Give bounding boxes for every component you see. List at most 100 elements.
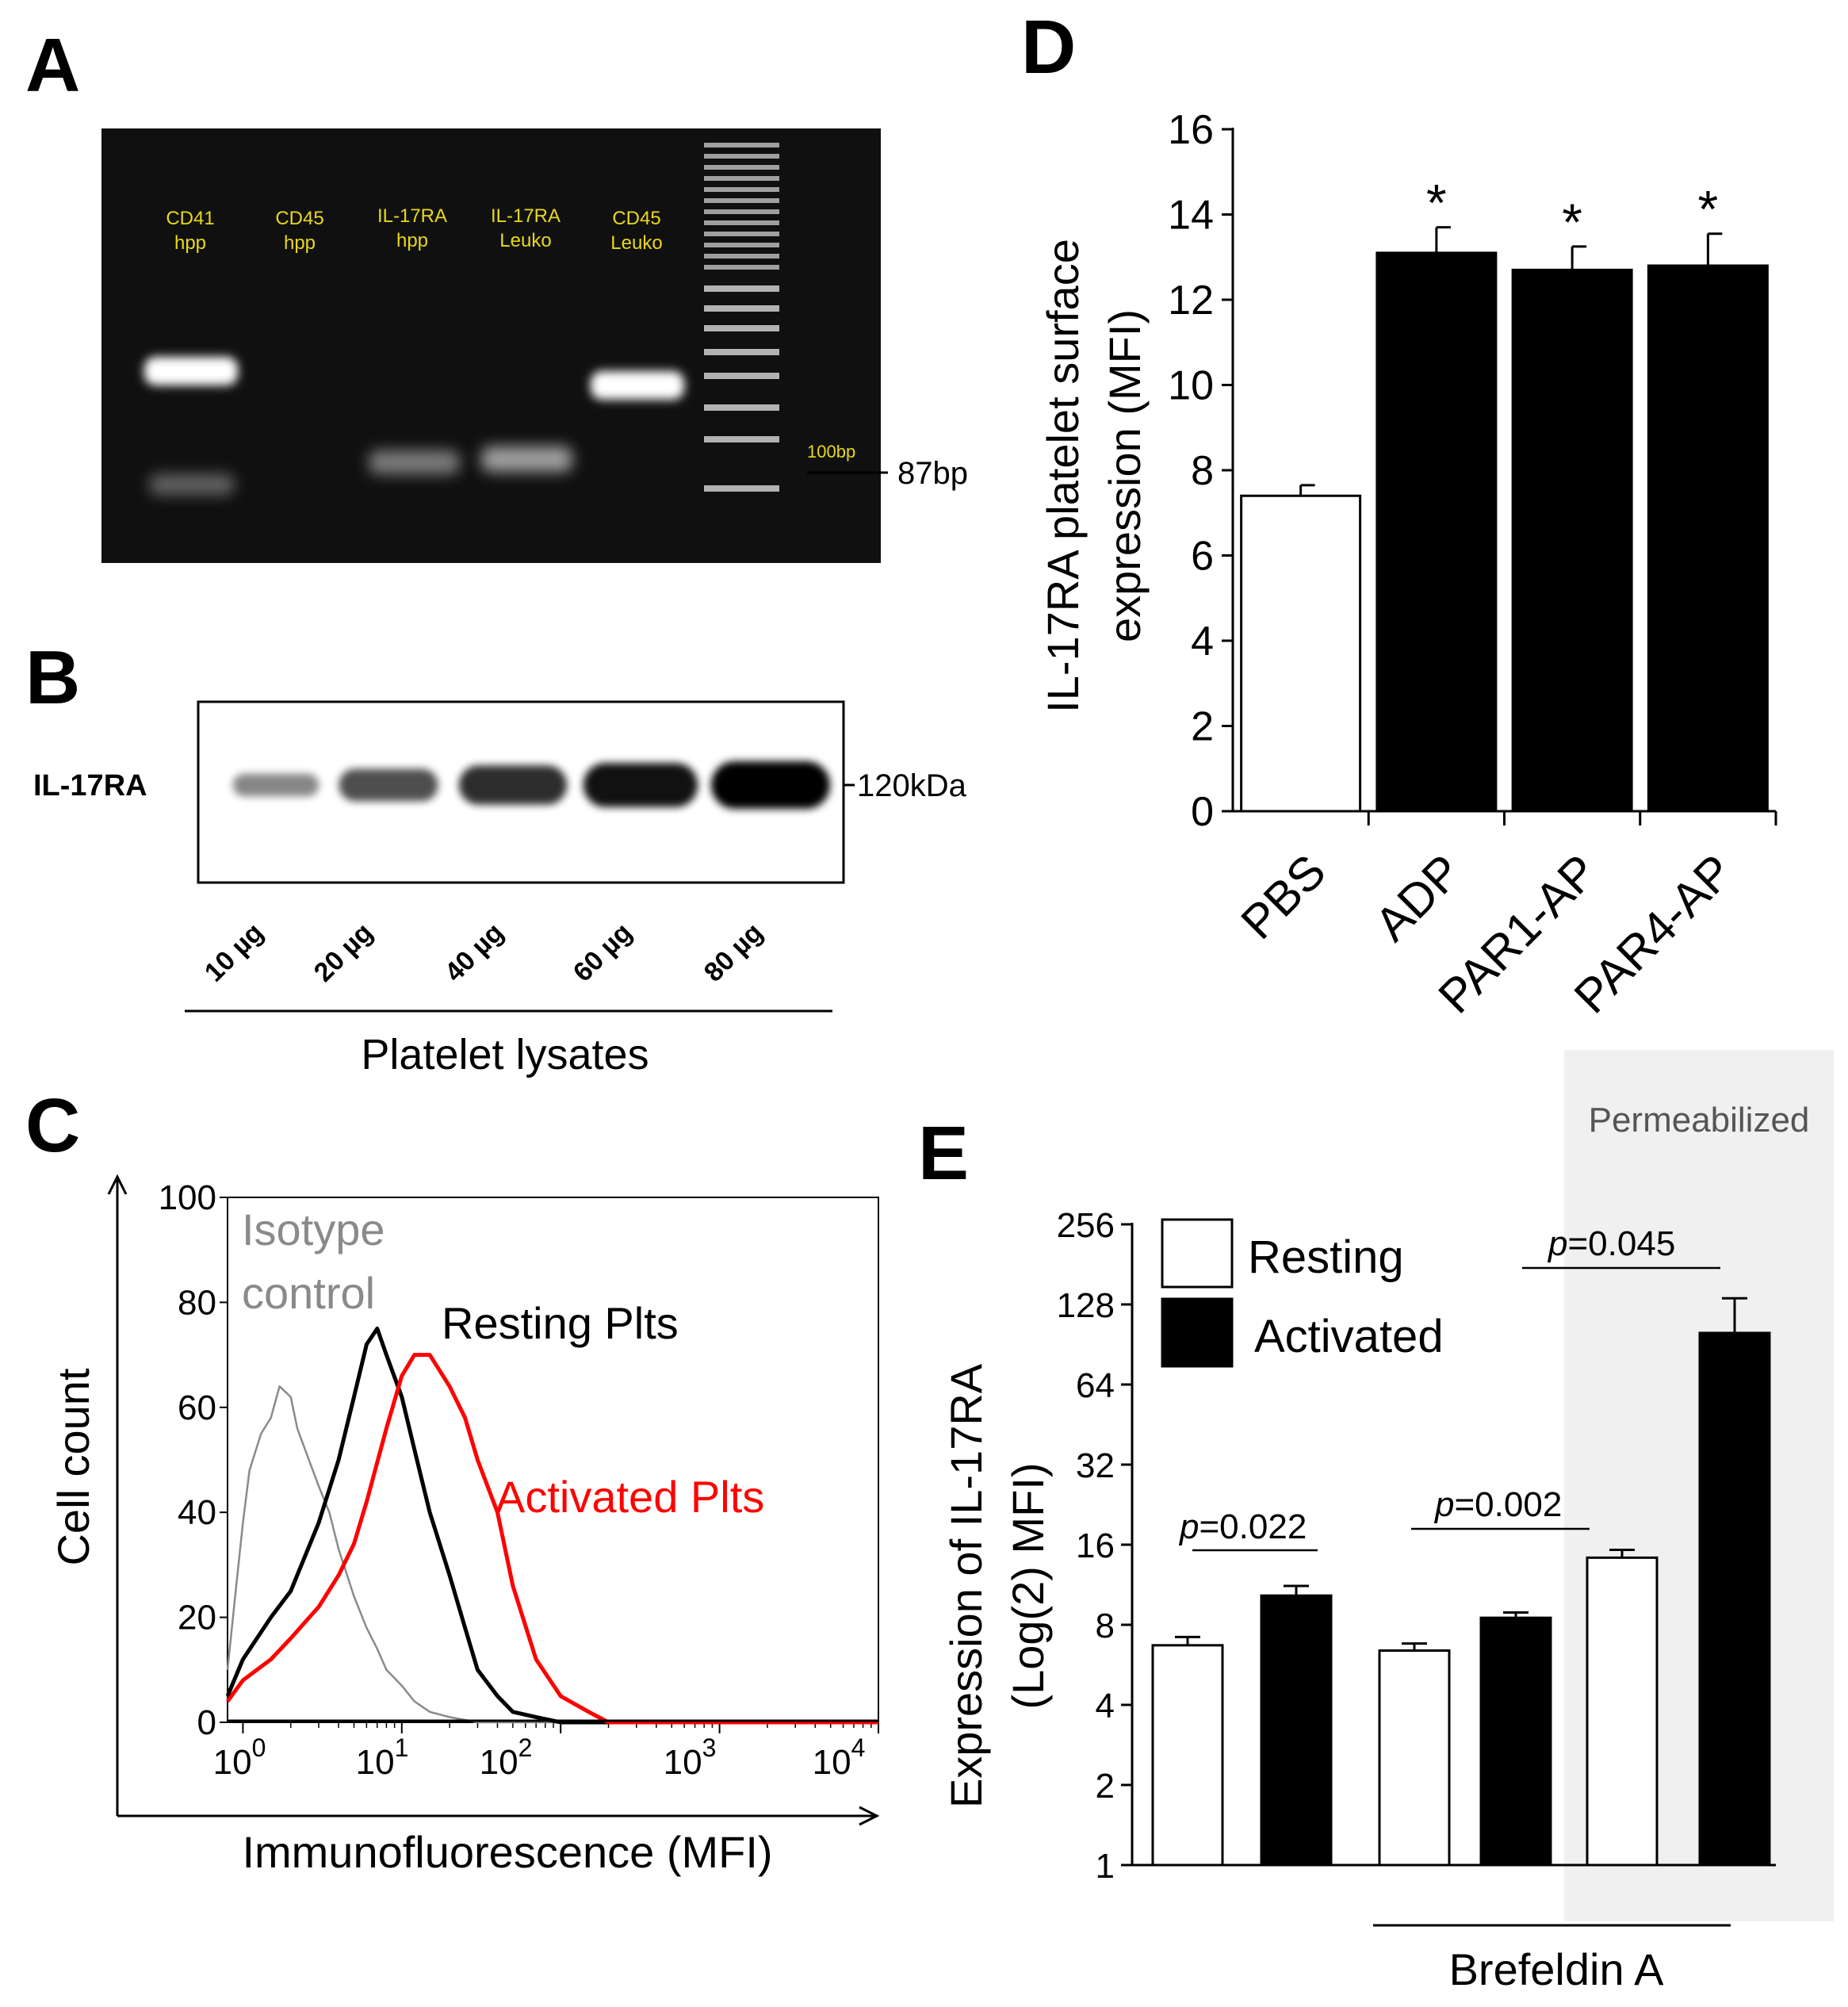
gel-lane-label-2-sub: hpp <box>284 232 316 254</box>
bar-d-y-tick-label: 16 <box>1168 107 1214 153</box>
gel-lane-label-5-sub: Leuko <box>610 232 662 254</box>
bar-d-significance: * <box>1698 180 1719 239</box>
legend-isotype: Isotype <box>242 1205 385 1254</box>
histogram-y-ticks: 0 20 40 60 80 100 <box>159 1178 228 1742</box>
bar-e-activated-permeabilized <box>1698 1331 1771 1867</box>
pvalue-2: p=0.002 <box>1433 1485 1562 1524</box>
gel-ladder-band <box>704 198 779 203</box>
bar-e-y-tick-label: 2 <box>1096 1767 1115 1806</box>
bar-d-significance: * <box>1426 174 1447 232</box>
western-lane-label: 40 µg <box>439 917 510 988</box>
bar-e-ylabel: Expression of IL-17RA <box>941 1363 991 1808</box>
pvalue-2-p: p <box>1433 1485 1454 1524</box>
gel-ladder-band <box>704 187 779 192</box>
gel-band-cd41-hpp <box>144 357 238 385</box>
histogram-y-tick-label: 20 <box>178 1599 216 1637</box>
gel-ladder-band <box>704 254 779 259</box>
bar-e-y-tick-label: 1 <box>1096 1847 1115 1886</box>
gel-ladder-band <box>704 485 779 492</box>
bar-e-resting-brefeldin <box>1378 1649 1451 1867</box>
histogram-x-ticks: 100 101 102 103 104 <box>213 1722 879 1782</box>
histogram-y-tick-label: 100 <box>159 1178 216 1217</box>
panel-c-letter: C <box>25 1083 80 1168</box>
gel-band-il17ra-hpp <box>369 450 460 474</box>
histogram-y-arrow-head <box>107 1174 128 1195</box>
gel-band-cd45-leuko <box>591 371 684 400</box>
pvalue-2-value: =0.002 <box>1454 1485 1562 1524</box>
bar-d-y-tick-label: 14 <box>1168 193 1214 239</box>
gel-band-il17ra-leuko <box>481 446 572 472</box>
bar-d-category-label: PBS <box>1231 845 1336 949</box>
legend-activated-plts: Activated Plts <box>495 1472 764 1522</box>
western-lane-label: 80 µg <box>698 917 769 988</box>
gel-lane-label-1: CD41 <box>166 208 214 229</box>
gel-ladder-band <box>704 285 779 292</box>
gel-lane-label-3: IL-17RA <box>377 205 447 227</box>
gel-lane-label-4: IL-17RA <box>491 205 561 227</box>
pvalue-3-p: p <box>1547 1224 1567 1263</box>
legend-activated: Activated <box>1254 1311 1444 1362</box>
gel-lane-label-2: CD45 <box>275 208 323 229</box>
panel-a-letter: A <box>25 23 80 108</box>
panel-a-gel: CD41 hpp CD45 hpp IL-17RA hpp IL-17RA Le… <box>101 128 881 563</box>
pvalue-1-p: p <box>1178 1507 1199 1546</box>
bar-d-y-tick-label: 8 <box>1191 448 1214 494</box>
western-lane-label: 10 µg <box>199 917 270 988</box>
gel-lane-label-3-sub: hpp <box>396 230 428 251</box>
bar-chart-e: 1 2 4 8 16 32 64 128 256 <box>1057 1206 1776 1886</box>
gel-ladder-label: 100bp <box>807 442 855 462</box>
gel-ladder-band <box>704 232 779 236</box>
legend-resting-swatch <box>1161 1218 1234 1289</box>
legend-activated-swatch <box>1161 1297 1234 1368</box>
gel-size-marker: 87bp <box>897 456 968 491</box>
gel-ladder-band <box>704 349 779 355</box>
gel-ladder-band <box>704 243 779 247</box>
histogram-x-tick-label: 103 <box>664 1733 717 1782</box>
gel-ladder-band <box>704 265 779 270</box>
bar-d-y-tick-label: 0 <box>1191 789 1214 835</box>
western-band <box>583 763 698 807</box>
bar-e-activated-brefeldin <box>1479 1616 1552 1867</box>
histogram-x-tick-label: 101 <box>356 1733 409 1782</box>
bar-d-category-label: ADP <box>1364 845 1471 952</box>
histogram-curve-resting <box>225 1327 878 1725</box>
permeabilized-label: Permeabilized <box>1589 1101 1810 1139</box>
bar-e-y-tick-label: 128 <box>1057 1286 1115 1325</box>
histogram-y-tick-label: 40 <box>178 1493 216 1532</box>
western-group-label: Platelet lysates <box>361 1031 649 1078</box>
bar-e-y-tick-label: 8 <box>1096 1607 1115 1645</box>
gel-ladder-band <box>704 305 779 312</box>
gel-ladder-band <box>704 176 779 181</box>
bar-e-y-tick-label: 16 <box>1076 1526 1115 1565</box>
bar-e-activated <box>1260 1594 1333 1867</box>
western-lane-label: 60 µg <box>568 917 638 988</box>
gel-lane-label-1-sub: hpp <box>174 232 206 254</box>
gel-ladder-band <box>704 325 779 331</box>
legend-resting-plts: Resting Plts <box>442 1298 679 1348</box>
histogram-ylabel: Cell count <box>48 1368 98 1565</box>
western-lane-label: 20 µg <box>308 917 379 988</box>
gel-ladder <box>704 143 779 492</box>
bar-e-y-tick-label: 256 <box>1057 1206 1115 1245</box>
bar-e-resting <box>1151 1644 1224 1867</box>
panel-d-letter: D <box>1021 5 1076 90</box>
gel-ladder-band <box>704 373 779 379</box>
bar-d-adp <box>1375 251 1498 813</box>
western-band <box>711 761 830 809</box>
gel-band-cd41-hpp-low <box>149 474 235 495</box>
histogram-x-tick-label: 102 <box>480 1733 533 1782</box>
bar-e-ylabel-2: (Log(2) MFI) <box>1003 1462 1053 1709</box>
histogram-x-tick-label: 100 <box>213 1733 266 1782</box>
bar-e-y-tick-label: 32 <box>1076 1446 1115 1485</box>
bar-e-resting-permeabilized <box>1586 1556 1659 1867</box>
bar-d-y-tick-label: 2 <box>1191 704 1214 750</box>
western-band <box>458 765 568 805</box>
western-band <box>232 773 319 797</box>
bar-d-significance: * <box>1562 193 1582 251</box>
western-row-label: IL-17RA <box>33 769 147 802</box>
histogram-y-tick-label: 60 <box>178 1388 216 1427</box>
histogram-curves <box>225 1327 878 1725</box>
gel-ladder-band <box>704 165 779 170</box>
